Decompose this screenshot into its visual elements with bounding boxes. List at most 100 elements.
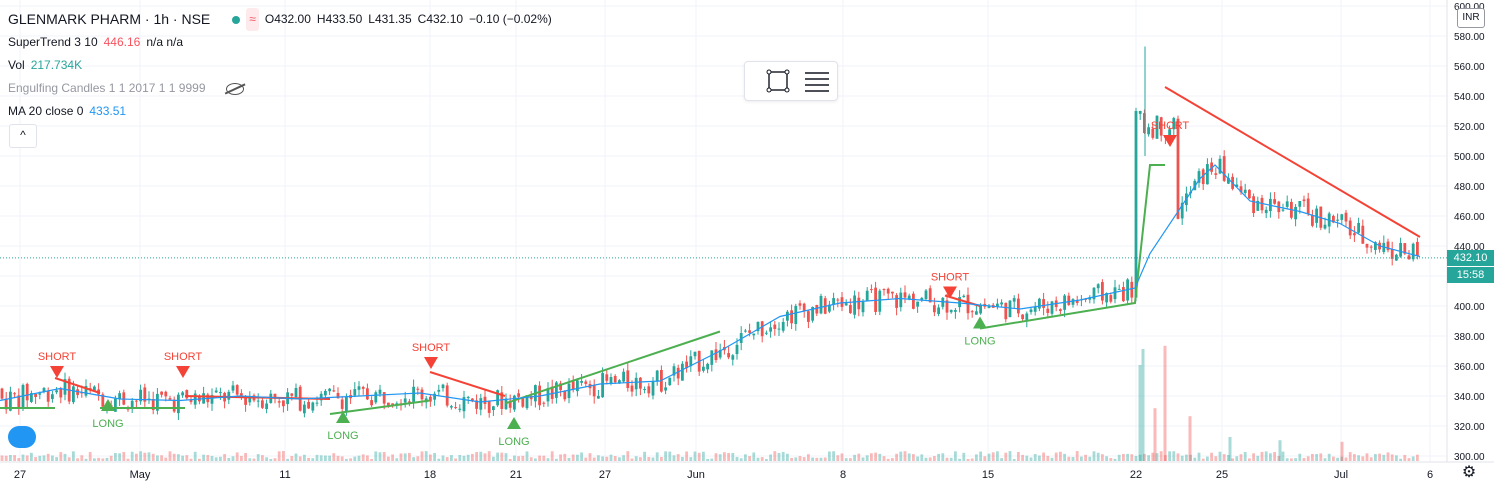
candle-body — [802, 303, 806, 312]
hidden-eye-icon[interactable] — [225, 82, 244, 95]
volume-bar — [542, 455, 546, 461]
candle-body — [1306, 198, 1310, 214]
volume-bar — [252, 458, 256, 461]
lines-menu-icon[interactable] — [803, 69, 829, 93]
volume-bar — [303, 454, 306, 461]
candle-body — [1248, 189, 1251, 199]
candle-body — [1134, 111, 1138, 298]
wave-icon[interactable]: ≈ — [246, 8, 259, 31]
candle-body — [72, 386, 75, 403]
volume-bar — [765, 458, 768, 461]
volume-bar — [1151, 452, 1155, 461]
volume-bar — [773, 451, 777, 461]
candle-body — [1172, 118, 1176, 130]
ma20-line — [0, 164, 1421, 403]
candle-body — [945, 300, 949, 313]
volume-legend[interactable]: Vol 217.734K — [8, 54, 558, 77]
candle-body — [567, 383, 571, 399]
volume-bar — [655, 452, 659, 461]
candle-body — [378, 389, 382, 394]
volume-bar — [59, 452, 63, 461]
ma-label: MA 20 close 0 — [8, 104, 84, 118]
volume-bar — [286, 458, 289, 461]
volume-bar — [756, 457, 760, 461]
time-tick-label: 21 — [510, 469, 522, 481]
ma-legend[interactable]: MA 20 close 0 433.51 — [8, 100, 558, 123]
candle-body — [51, 394, 54, 399]
volume-bar — [324, 455, 327, 461]
currency-button[interactable]: INR — [1457, 8, 1485, 28]
volume-value: 217.734K — [30, 58, 83, 72]
symbol-title[interactable]: GLENMARK PHARM · 1h · NSE — [8, 11, 211, 27]
candle-body — [143, 387, 147, 402]
volume-bar — [546, 458, 550, 461]
candle-body — [1008, 300, 1012, 318]
last-price-tag: 432.10 — [1447, 249, 1494, 266]
volume-bar — [177, 454, 180, 461]
volume-spike — [1228, 437, 1232, 461]
volume-bar — [1180, 455, 1184, 461]
volume-bar — [760, 457, 764, 461]
candle-body — [798, 303, 802, 306]
candle-body — [647, 386, 651, 394]
volume-bar — [1025, 455, 1029, 461]
candle-body — [462, 397, 466, 412]
candle-body — [1101, 282, 1104, 301]
candle-body — [1021, 314, 1024, 320]
candle-body — [958, 297, 961, 308]
volume-bar — [597, 455, 600, 461]
volume-bar — [550, 451, 554, 461]
candle-body — [319, 393, 323, 401]
countdown-tag: 15:58 — [1447, 266, 1494, 283]
candle-body — [924, 290, 928, 299]
volume-bar — [1105, 456, 1108, 461]
volume-bar — [886, 458, 890, 461]
supertrend-up-segment — [329, 399, 431, 415]
candle-body — [970, 311, 974, 313]
candle-body — [664, 387, 667, 391]
candle-body — [676, 367, 680, 379]
supertrend-legend[interactable]: SuperTrend 3 10 446.16 n/a n/a — [8, 31, 558, 54]
candle-body — [450, 406, 453, 408]
volume-bar — [361, 454, 365, 461]
collapse-legend-button[interactable]: ^ — [9, 124, 37, 148]
volume-bar — [475, 452, 478, 461]
volume-label: Vol — [8, 58, 25, 72]
volume-bar — [1290, 458, 1293, 461]
price-tick-label: 540.00 — [1454, 92, 1485, 103]
candle-body — [420, 389, 424, 400]
candle-body — [828, 304, 831, 312]
volume-bar — [1126, 453, 1129, 461]
gear-icon[interactable]: ⚙ — [1461, 464, 1477, 481]
volume-bar — [937, 453, 940, 461]
rectangle-select-icon[interactable] — [765, 69, 791, 93]
engulfing-legend[interactable]: Engulfing Candles 1 1 2017 1 1 9999 — [8, 77, 558, 100]
candle-body — [227, 391, 231, 400]
tradingview-logo-icon[interactable] — [8, 426, 36, 448]
volume-bar — [80, 455, 84, 461]
volume-bar — [1210, 452, 1213, 461]
volume-bar — [613, 456, 617, 461]
candle-body — [1046, 308, 1050, 313]
candle-body — [1218, 158, 1222, 174]
candle-body — [1092, 287, 1096, 300]
volume-bar — [1008, 451, 1012, 461]
price-tick-label: 340.00 — [1454, 392, 1485, 403]
candle-body — [382, 392, 386, 404]
volume-bar — [357, 455, 361, 461]
volume-bar — [555, 458, 558, 461]
volume-bar — [143, 452, 147, 461]
short-arrow-icon — [424, 357, 438, 369]
volume-bar — [168, 451, 172, 461]
volume-bar — [399, 453, 403, 461]
volume-bar — [1407, 458, 1411, 461]
volume-bar — [1206, 456, 1209, 461]
candle-body — [907, 295, 911, 300]
candle-body — [1075, 300, 1079, 303]
volume-bar — [458, 454, 462, 461]
supertrend-down-segment — [54, 377, 101, 394]
volume-spike — [1163, 345, 1167, 461]
volume-bar — [1269, 453, 1272, 461]
candle-body — [210, 395, 214, 404]
